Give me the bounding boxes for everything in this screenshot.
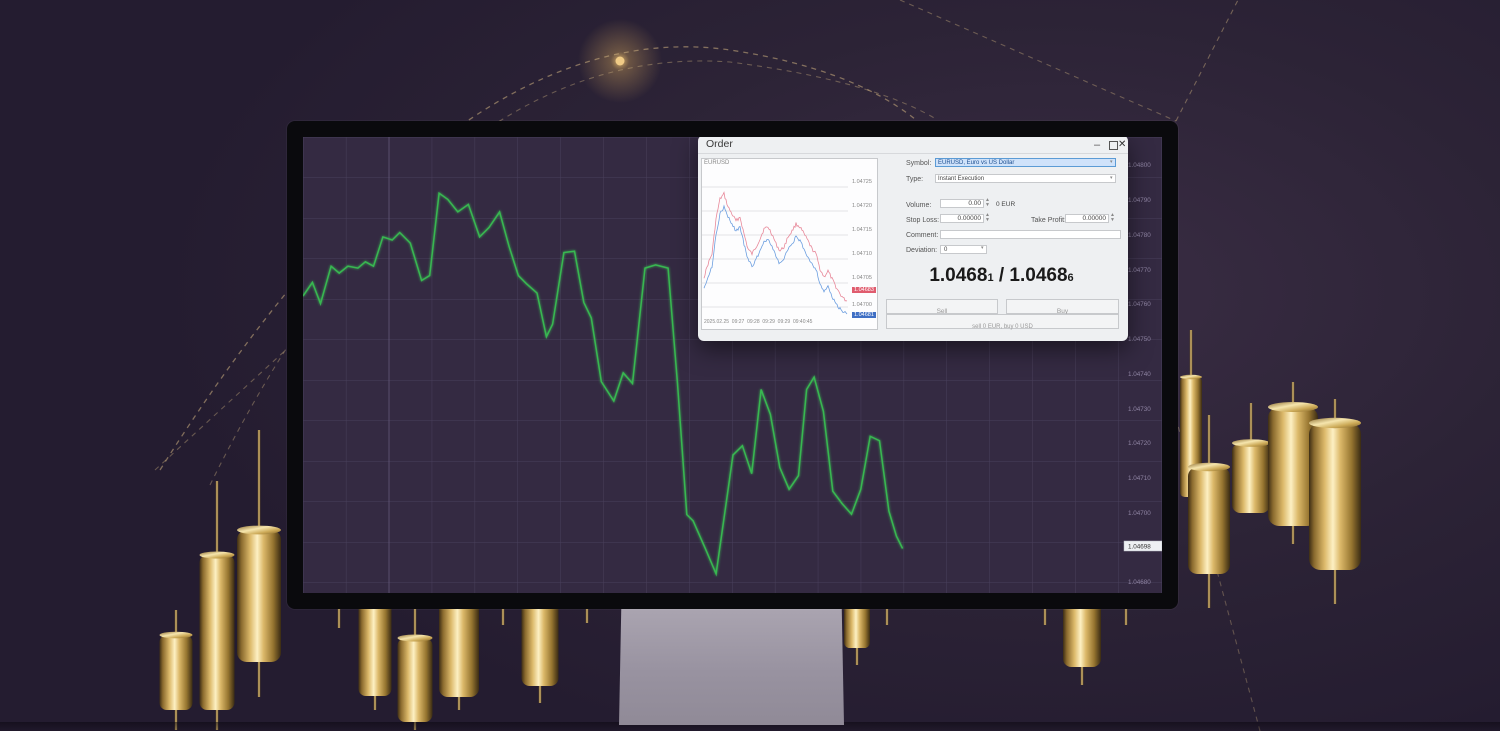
svg-text:1.04770: 1.04770 [1128, 267, 1151, 274]
svg-text:1.04720: 1.04720 [1128, 440, 1151, 447]
svg-text:1.04780: 1.04780 [1128, 232, 1151, 239]
svg-text:1.04760: 1.04760 [1128, 301, 1151, 308]
svg-text:1.04750: 1.04750 [1128, 336, 1151, 343]
svg-text:1.04800: 1.04800 [1128, 162, 1151, 169]
svg-text:1.04790: 1.04790 [1128, 197, 1151, 204]
svg-text:1.04710: 1.04710 [1128, 475, 1151, 482]
svg-text:1.04698: 1.04698 [1128, 544, 1151, 551]
svg-text:1.04740: 1.04740 [1128, 371, 1151, 378]
svg-text:1.04730: 1.04730 [1128, 406, 1151, 413]
svg-text:1.04700: 1.04700 [1128, 510, 1151, 517]
svg-text:1.04680: 1.04680 [1128, 579, 1151, 586]
